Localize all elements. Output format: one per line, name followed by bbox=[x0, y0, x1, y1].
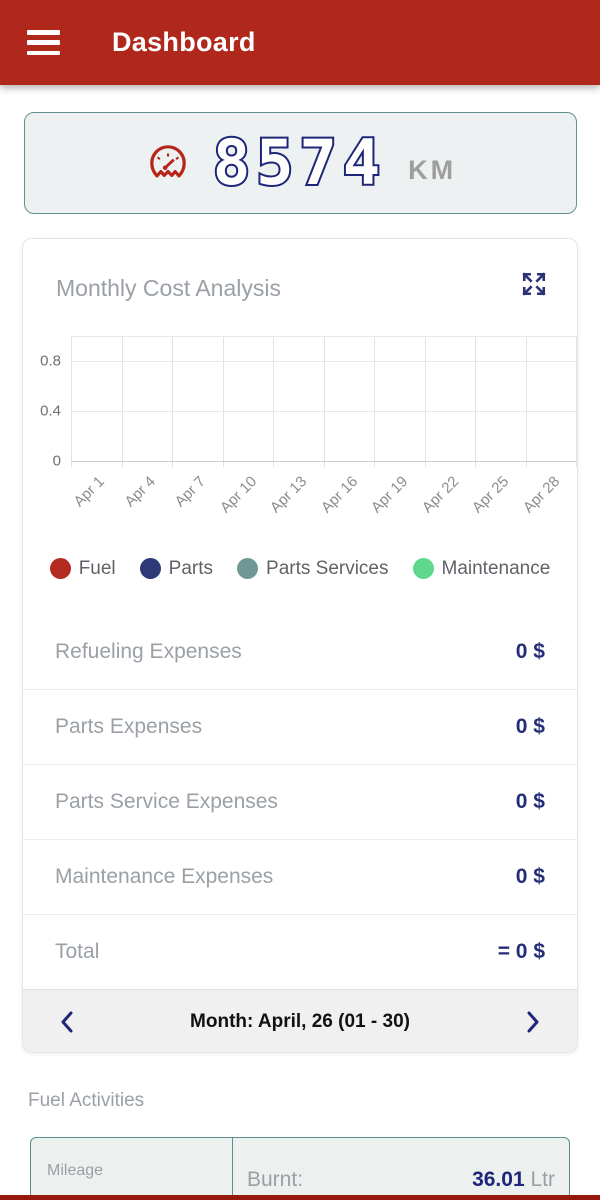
maintenance-series-dot bbox=[412, 558, 434, 579]
page-title: Dashboard bbox=[112, 27, 256, 57]
y-axis-tick-label: 0 bbox=[52, 452, 61, 470]
legend-item-parts[interactable]: Parts bbox=[139, 557, 214, 580]
card-title: Monthly Cost Analysis bbox=[56, 275, 281, 301]
monthly-cost-card: Monthly Cost Analysis 0 0.4 0.8 Apr 1 Apr 4 A… bbox=[22, 238, 578, 1053]
mileage-header-cell[interactable]: Mileage bbox=[31, 1138, 233, 1199]
legend-label: Parts Services bbox=[266, 557, 389, 579]
maintenance-expenses-row: Maintenance Expenses 0 $ bbox=[23, 839, 577, 914]
odometer-value: 8574 bbox=[211, 126, 387, 199]
month-navigation: Month: April, 26 (01 - 30) bbox=[23, 989, 577, 1052]
row-label: Parts Expenses bbox=[55, 715, 203, 738]
row-label: Maintenance Expenses bbox=[55, 865, 274, 888]
burnt-label: Burnt: bbox=[247, 1167, 304, 1191]
x-axis-tick-label: Apr 25 bbox=[468, 473, 513, 517]
bottom-red-strip bbox=[0, 1195, 600, 1200]
refueling-expenses-row: Refueling Expenses 0 $ bbox=[23, 614, 577, 689]
parts-series-dot bbox=[139, 558, 161, 579]
burnt-value: 36.01 bbox=[472, 1167, 525, 1191]
legend-item-maintenance[interactable]: Maintenance bbox=[412, 557, 551, 580]
fuel-series-dot bbox=[49, 558, 71, 579]
row-value: 0 $ bbox=[515, 639, 545, 663]
row-label: Parts Service Expenses bbox=[55, 790, 278, 813]
next-month-chevron-right-icon[interactable] bbox=[525, 1011, 541, 1033]
y-axis-tick-label: 0.8 bbox=[40, 352, 61, 370]
legend-label: Parts bbox=[168, 557, 214, 579]
burnt-cell: Burnt: 36.01 Ltr bbox=[233, 1138, 569, 1199]
row-value: 0 $ bbox=[515, 865, 545, 888]
parts-expenses-row: Parts Expenses 0 $ bbox=[23, 689, 577, 764]
legend-item-parts-services[interactable]: Parts Services bbox=[237, 557, 389, 580]
row-label: Refueling Expenses bbox=[55, 639, 242, 663]
odometer-unit: KM bbox=[408, 154, 457, 185]
x-axis-tick-label: Apr 22 bbox=[418, 473, 462, 517]
total-label: Total bbox=[55, 940, 100, 963]
odometer-card: 8574 KM bbox=[24, 112, 577, 214]
total-row: Total = 0 $ bbox=[23, 914, 577, 989]
x-axis-tick-label: Apr 19 bbox=[367, 473, 412, 517]
row-value: 0 $ bbox=[515, 715, 545, 738]
x-axis-tick-label: Apr 1 bbox=[70, 473, 109, 511]
expense-rows: Refueling Expenses 0 $ Parts Expenses 0 … bbox=[23, 614, 577, 989]
app-header: Dashboard bbox=[0, 0, 600, 85]
x-axis-tick-label: Apr 10 bbox=[216, 473, 260, 517]
total-value: = 0 $ bbox=[497, 940, 545, 963]
hamburger-menu-icon[interactable] bbox=[27, 30, 60, 55]
legend-item-fuel[interactable]: Fuel bbox=[49, 557, 116, 580]
previous-month-chevron-left-icon[interactable] bbox=[59, 1011, 75, 1033]
fuel-activities-heading: Fuel Activities bbox=[28, 1090, 145, 1111]
chart-plot: 0 0.4 0.8 Apr 1 Apr 4 Apr 7 Apr 10 Apr 13 Apr 16… bbox=[23, 331, 577, 541]
expand-fullscreen-icon[interactable] bbox=[521, 271, 547, 297]
x-axis-tick-label: Apr 13 bbox=[266, 473, 311, 517]
legend-label: Maintenance bbox=[441, 557, 551, 579]
x-axis-tick-label: Apr 16 bbox=[317, 473, 361, 517]
legend-label: Fuel bbox=[78, 557, 116, 579]
chart-legend: Fuel Parts Parts Services Maintenance bbox=[23, 541, 577, 596]
parts-services-series-dot bbox=[237, 558, 259, 579]
speedometer-icon bbox=[150, 145, 186, 178]
burnt-unit: Ltr bbox=[530, 1167, 555, 1191]
parts-service-expenses-row: Parts Service Expenses 0 $ bbox=[23, 764, 577, 839]
month-range-label: Month: April, 26 (01 - 30) bbox=[190, 1011, 410, 1032]
y-axis-tick-label: 0.4 bbox=[40, 402, 61, 420]
mileage-label: Mileage bbox=[47, 1162, 104, 1179]
x-axis-tick-label: Apr 7 bbox=[171, 473, 210, 511]
row-value: 0 $ bbox=[515, 790, 545, 813]
x-axis-tick-label: Apr 4 bbox=[121, 473, 159, 511]
x-axis-tick-label: Apr 28 bbox=[519, 473, 563, 517]
fuel-activities-table: Mileage Burnt: 36.01 Ltr bbox=[30, 1137, 570, 1200]
